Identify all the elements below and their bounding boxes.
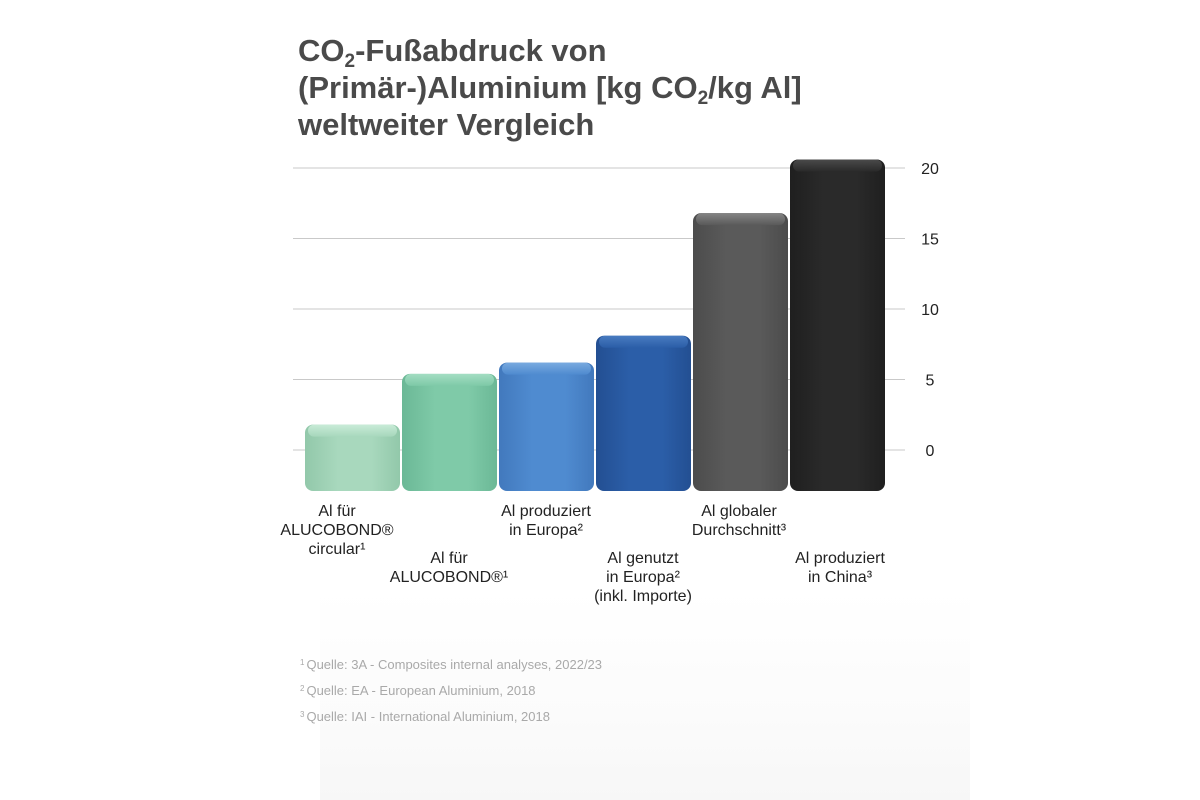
footnotes: 1 Quelle: 3A - Composites internal analys… bbox=[300, 650, 900, 728]
bar bbox=[596, 335, 691, 491]
title-line-1: CO2-Fußabdruck von bbox=[298, 33, 607, 72]
bar bbox=[499, 362, 594, 491]
y-tick-label: 10 bbox=[921, 302, 939, 319]
y-tick-label: 15 bbox=[921, 232, 939, 249]
category-label: Al produziert in Europa² bbox=[501, 503, 591, 539]
bar bbox=[402, 373, 497, 491]
y-tick-label: 20 bbox=[921, 161, 939, 178]
footnote-1: 1 Quelle: 3A - Composites internal analys… bbox=[300, 657, 603, 672]
category-label: Al produziert in China³ bbox=[795, 550, 885, 586]
y-tick-label: 0 bbox=[926, 443, 935, 460]
footnote-2: 2 Quelle: EA - European Aluminium, 2018 bbox=[300, 683, 536, 698]
category-label: Al für ALUCOBOND®¹ bbox=[390, 550, 508, 586]
y-axis-ticks: 0 5 10 15 20 bbox=[921, 161, 939, 460]
bar bbox=[790, 159, 885, 492]
category-label: Al globaler Durchschnitt³ bbox=[692, 503, 787, 539]
category-label: Al für ALUCOBOND® circular¹ bbox=[280, 503, 393, 558]
bar bbox=[305, 424, 400, 491]
title-line-2: (Primär-)Aluminium [kg CO2/kg Al] bbox=[298, 70, 802, 109]
background-fade bbox=[320, 590, 970, 800]
chart-title: CO2-Fußabdruck von (Primär-)Aluminium [k… bbox=[298, 32, 938, 143]
bars bbox=[305, 159, 885, 492]
y-tick-label: 5 bbox=[926, 373, 935, 390]
footnote-3: 3 Quelle: IAI - International Aluminium, … bbox=[300, 709, 550, 724]
title-line-3: weltweiter Vergleich bbox=[298, 107, 595, 142]
bar bbox=[693, 213, 788, 491]
category-label: Al genutzt in Europa² (inkl. Importe) bbox=[594, 550, 692, 605]
